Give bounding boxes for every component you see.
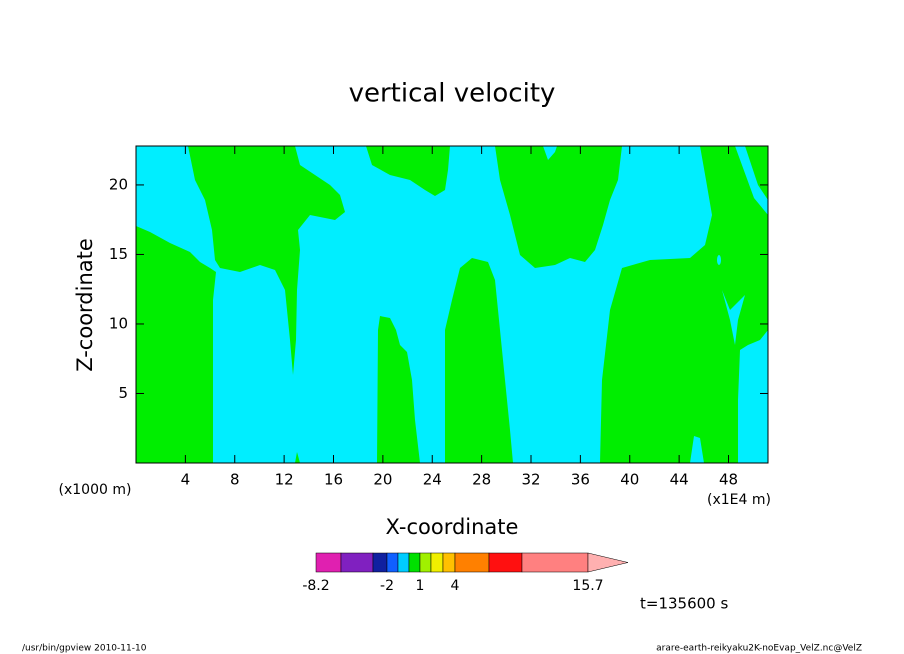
colorbar-box [430,552,444,573]
x-tick-label: 12 [275,471,294,489]
colorbar-label: -8.2 [302,578,329,594]
contour-region [295,452,300,463]
colorbar-box [488,552,523,573]
chart-title: vertical velocity [349,79,556,109]
colorbar-label: 4 [451,578,460,594]
colorbar-arrow [587,552,629,573]
contour-region [188,146,345,375]
contour-region [377,316,420,463]
colorbar-box [315,552,342,573]
contour-region [735,146,768,215]
x-tick-label: 28 [472,471,491,489]
x-tick-label: 36 [571,471,590,489]
x-unit-right: (x1E4 m) [707,492,771,508]
colorbar-box [408,552,421,573]
x-tick-label: 48 [719,471,738,489]
contour-region [690,436,704,463]
y-tick-label: 5 [118,384,128,402]
contour-region [136,226,216,463]
x-tick-label: 44 [670,471,689,489]
y-axis-label: Z-coordinate [73,238,97,372]
x-axis-label: X-coordinate [386,515,519,539]
contour-region [717,255,721,265]
x-tick-label: 8 [230,471,240,489]
contour-field [136,146,768,463]
x-tick-label: 20 [373,471,392,489]
x-tick-label: 16 [324,471,343,489]
colorbar-box [521,552,589,573]
colorbar-label: 15.7 [572,578,603,594]
y-tick-label: 10 [109,314,128,332]
contour-region [600,146,768,463]
contour-region [495,146,622,268]
x-tick-label: 4 [181,471,191,489]
colorbar-box [397,552,410,573]
colorbar-label: -2 [380,578,394,594]
colorbar-box [442,552,456,573]
colorbar-box [340,552,374,573]
footer-left: /usr/bin/gpview 2010-11-10 [22,644,147,654]
colorbar-box [454,552,490,573]
x-unit: (x1000 m) [59,482,132,498]
colorbar-label: 1 [416,578,425,594]
plot-frame [135,145,769,464]
x-tick-label: 24 [423,471,442,489]
contour-region [366,146,450,196]
x-tick-label: 32 [521,471,540,489]
x-tick-label: 40 [620,471,639,489]
contour-region [445,258,513,463]
colorbar-box [386,552,399,573]
y-tick-label: 15 [109,245,128,263]
colorbar-box [372,552,388,573]
colorbar-box [419,552,432,573]
contour-region [722,290,745,345]
contour-region [543,146,557,160]
footer-right: arare-earth-reikyaku2K-noEvap_VelZ.nc@Ve… [656,644,862,654]
y-tick-label: 20 [109,175,128,193]
time-label: t=135600 s [640,595,728,613]
